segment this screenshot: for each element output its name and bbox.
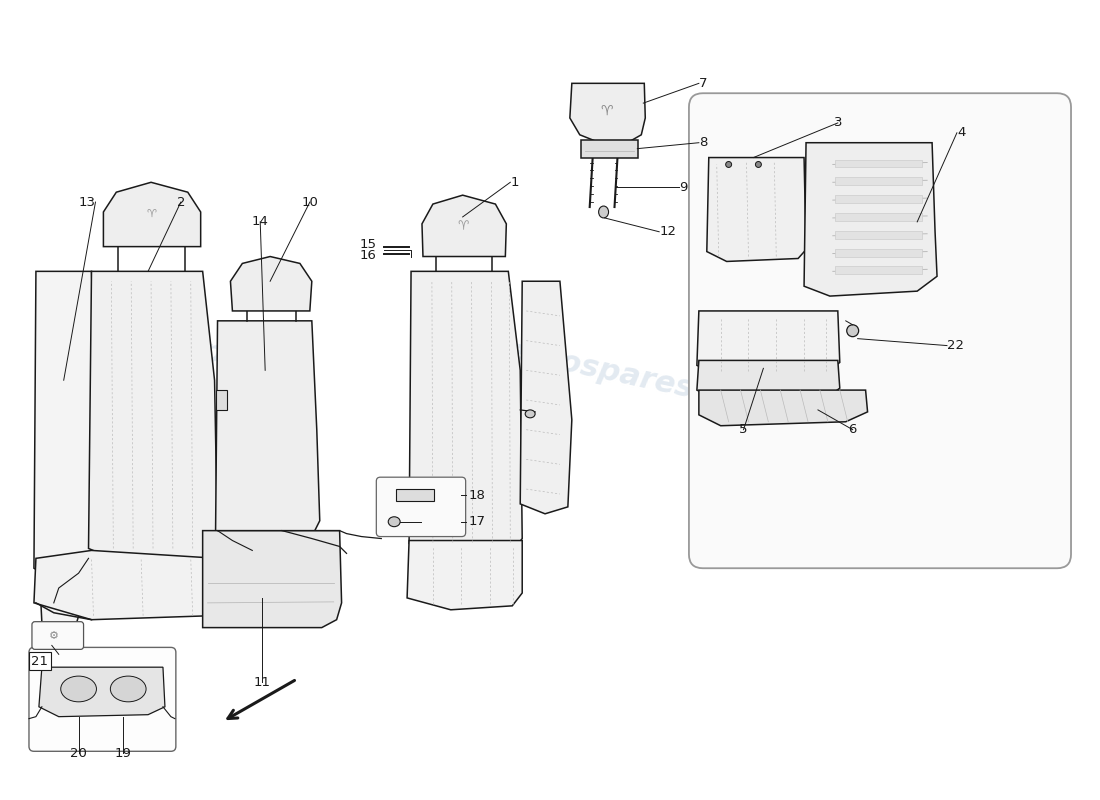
Bar	[835, 266, 922, 274]
Polygon shape	[698, 390, 868, 426]
FancyBboxPatch shape	[29, 647, 176, 751]
Ellipse shape	[598, 206, 608, 218]
Ellipse shape	[60, 676, 97, 702]
Text: 4: 4	[957, 126, 966, 139]
Ellipse shape	[525, 410, 535, 418]
Polygon shape	[88, 271, 218, 563]
Text: 9: 9	[679, 181, 688, 194]
Text: 17: 17	[469, 515, 485, 528]
Text: 1: 1	[510, 176, 519, 189]
Polygon shape	[39, 563, 91, 633]
Bar	[216, 390, 228, 410]
Ellipse shape	[756, 162, 761, 167]
Polygon shape	[34, 550, 218, 620]
Text: 12: 12	[659, 226, 676, 238]
Text: ♈: ♈	[456, 220, 469, 234]
Text: 20: 20	[70, 746, 87, 760]
Polygon shape	[697, 311, 839, 376]
Text: ♈: ♈	[146, 209, 156, 219]
Polygon shape	[34, 271, 98, 583]
Text: 19: 19	[114, 746, 132, 760]
Polygon shape	[707, 158, 806, 262]
Text: 22: 22	[947, 339, 964, 352]
Text: 5: 5	[739, 423, 748, 436]
Text: eurospares: eurospares	[503, 336, 697, 405]
Text: 14: 14	[252, 215, 268, 228]
Text: 15: 15	[360, 238, 376, 251]
Text: 13: 13	[78, 195, 96, 209]
Ellipse shape	[726, 162, 732, 167]
Text: 7: 7	[698, 77, 707, 90]
Polygon shape	[804, 142, 937, 296]
Text: eurospares: eurospares	[788, 481, 947, 537]
FancyBboxPatch shape	[32, 622, 84, 650]
Bar	[835, 249, 922, 257]
Bar	[835, 195, 922, 203]
Bar	[835, 178, 922, 186]
Text: 8: 8	[698, 136, 707, 150]
Text: 16: 16	[360, 249, 376, 262]
Ellipse shape	[847, 325, 859, 337]
Polygon shape	[407, 541, 522, 610]
Bar	[835, 230, 922, 238]
Text: 11: 11	[254, 675, 271, 689]
FancyBboxPatch shape	[376, 477, 465, 537]
Ellipse shape	[388, 517, 400, 526]
Text: ⚙: ⚙	[48, 630, 58, 641]
Polygon shape	[422, 195, 506, 257]
Polygon shape	[103, 182, 200, 246]
Bar	[835, 159, 922, 167]
Text: 6: 6	[848, 423, 857, 436]
FancyBboxPatch shape	[689, 94, 1071, 568]
Ellipse shape	[110, 676, 146, 702]
Polygon shape	[202, 530, 342, 628]
Text: ♈: ♈	[601, 104, 613, 118]
Text: 18: 18	[469, 489, 485, 502]
Text: 3: 3	[834, 117, 843, 130]
Text: 21: 21	[32, 654, 48, 668]
Text: eurospares: eurospares	[106, 316, 300, 385]
Polygon shape	[697, 361, 839, 400]
Bar	[396, 489, 433, 501]
Polygon shape	[216, 321, 320, 541]
Text: 2: 2	[177, 195, 185, 209]
Text: 10: 10	[301, 195, 318, 209]
Bar	[835, 213, 922, 221]
Polygon shape	[570, 83, 646, 142]
Polygon shape	[520, 282, 572, 514]
Polygon shape	[230, 257, 311, 311]
Polygon shape	[39, 667, 165, 717]
Bar	[581, 140, 638, 158]
Polygon shape	[409, 271, 522, 556]
